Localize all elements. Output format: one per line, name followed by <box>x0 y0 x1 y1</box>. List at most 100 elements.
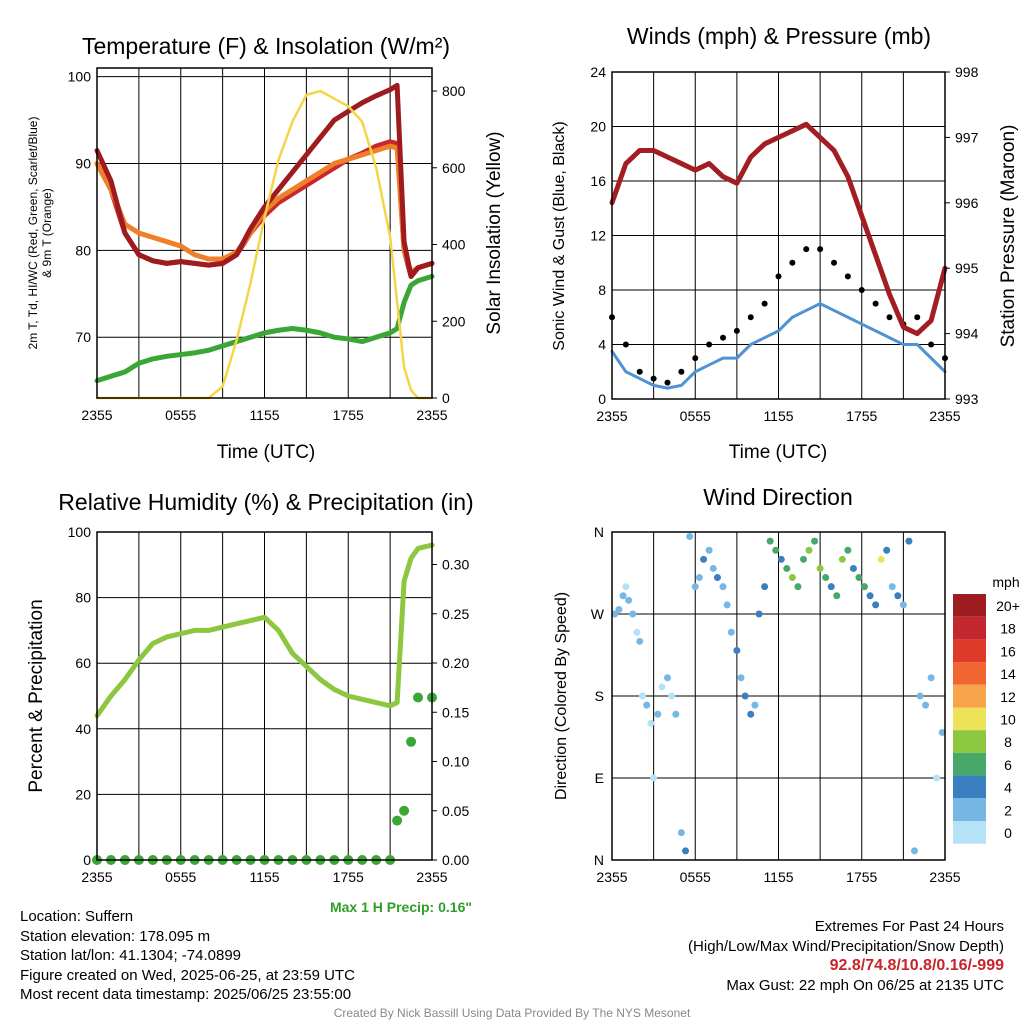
gust-point <box>747 314 754 321</box>
direction-point <box>788 574 796 582</box>
direction-point <box>849 564 857 572</box>
station-info: Location: Suffern Station elevation: 178… <box>20 907 355 1005</box>
direction-points <box>611 533 946 855</box>
x-tick-label: 2355 <box>416 869 447 885</box>
direction-point <box>705 546 713 554</box>
direction-point <box>916 692 924 700</box>
gust-point <box>886 314 893 321</box>
extremes-subtitle: (High/Low/Max Wind/Precipitation/Snow De… <box>688 937 1004 955</box>
direction-point <box>639 692 647 700</box>
station-latlon: Station lat/lon: 41.1304; -74.0899 <box>20 947 242 964</box>
gust-point <box>678 368 685 375</box>
gust-point <box>817 246 824 253</box>
temperature-panel: Temperature (F) & Insolation (W/m²) 70 80… <box>26 33 505 463</box>
legend-swatch <box>953 616 986 640</box>
direction-point <box>658 683 666 691</box>
temperature-plot-frame <box>96 67 433 399</box>
direction-point <box>833 592 841 600</box>
series-line-2m-td <box>94 273 435 384</box>
direction-point <box>777 555 785 563</box>
direction-point <box>615 605 623 613</box>
legend-title: mph <box>992 574 1019 590</box>
y-tick-label: 80 <box>75 242 91 258</box>
y-tick-label: 8 <box>598 282 606 298</box>
speed-legend: 20+ 18 16 14 12 10 8 6 4 2 0 <box>953 594 1020 844</box>
legend-label: 14 <box>1000 666 1016 682</box>
direction-point <box>888 583 896 591</box>
direction-title: Wind Direction <box>703 484 853 510</box>
direction-point <box>719 583 727 591</box>
temperature-title: Temperature (F) & Insolation (W/m²) <box>82 33 450 59</box>
direction-point <box>622 583 630 591</box>
x-tick-label: 0555 <box>165 407 196 423</box>
legend-swatch <box>953 775 986 799</box>
legend-swatch <box>953 594 986 617</box>
legend-label: 8 <box>1004 734 1012 750</box>
temperature-series <box>94 82 435 400</box>
extremes-values: 92.8/74.8/10.8/0.16/-999 <box>829 957 1004 974</box>
legend-swatch <box>953 707 986 731</box>
y-tick-label: 40 <box>75 721 91 737</box>
y-tick-label: 12 <box>590 228 606 244</box>
series-line-relative-humidity <box>94 542 435 719</box>
direction-point <box>664 674 671 682</box>
direction-point <box>633 628 641 636</box>
y-tick-label: 70 <box>75 329 91 345</box>
gust-point <box>650 375 657 382</box>
x-tick-label: 1155 <box>763 408 793 424</box>
x-tick-label: 1155 <box>249 407 279 423</box>
direction-point <box>783 564 791 572</box>
max-precip-label: Max 1 H Precip: 0.16" <box>330 899 472 915</box>
direction-point <box>650 774 658 782</box>
winds-ylabel: Sonic Wind & Gust (Blue, Black) <box>551 121 568 350</box>
gust-point <box>872 300 879 307</box>
precip-point <box>392 815 403 826</box>
x-tick-label: 2355 <box>81 407 112 423</box>
winds-grid <box>612 71 945 400</box>
direction-point <box>799 555 807 563</box>
direction-point <box>629 610 637 618</box>
y2-tick-label: 0.05 <box>442 803 469 819</box>
gust-point <box>733 327 740 334</box>
winds-panel: Winds (mph) & Pressure (mb) 0 4 8 12 16 20 24 9… <box>551 23 1019 463</box>
legend-label: 16 <box>1000 643 1016 659</box>
direction-point <box>636 637 644 645</box>
x-tick-label: 2355 <box>929 408 960 424</box>
y2-tick-label: 0 <box>442 390 450 406</box>
x-tick-label: 2355 <box>416 407 447 423</box>
direction-point <box>686 533 694 541</box>
direction-point <box>709 564 717 572</box>
humidity-panel: Relative Humidity (%) & Precipitation (i… <box>26 489 474 915</box>
y-tick-label: 0 <box>598 391 606 407</box>
direction-point <box>883 546 891 554</box>
direction-point <box>654 710 662 718</box>
direction-point <box>741 692 749 700</box>
direction-point <box>877 555 885 563</box>
direction-tick-label: W <box>591 606 605 622</box>
gust-point <box>636 368 643 375</box>
y2-tick-label: 0.30 <box>442 557 469 573</box>
y2-tick-label: 994 <box>955 326 979 342</box>
legend-swatch <box>953 684 986 708</box>
y2-tick-label: 400 <box>442 237 466 253</box>
direction-point <box>927 674 935 682</box>
credit-line: Created By Nick Bassill Using Data Provi… <box>333 1006 691 1020</box>
winds-y2label: Station Pressure (Maroon) <box>998 125 1019 348</box>
x-tick-label: 1755 <box>846 408 877 424</box>
gust-point <box>664 379 671 386</box>
direction-point <box>619 592 627 600</box>
x-tick-label: 0555 <box>680 408 711 424</box>
x-tick-label: 0555 <box>680 869 711 885</box>
precip-point <box>406 736 417 747</box>
direction-point <box>794 583 802 591</box>
direction-point <box>933 774 941 782</box>
legend-swatch <box>953 730 986 753</box>
legend-label: 2 <box>1004 802 1012 818</box>
direction-point <box>672 710 680 718</box>
series-line-9m-t <box>94 143 435 275</box>
direction-tick-label: N <box>594 852 604 868</box>
y-tick-label: 20 <box>75 786 91 802</box>
